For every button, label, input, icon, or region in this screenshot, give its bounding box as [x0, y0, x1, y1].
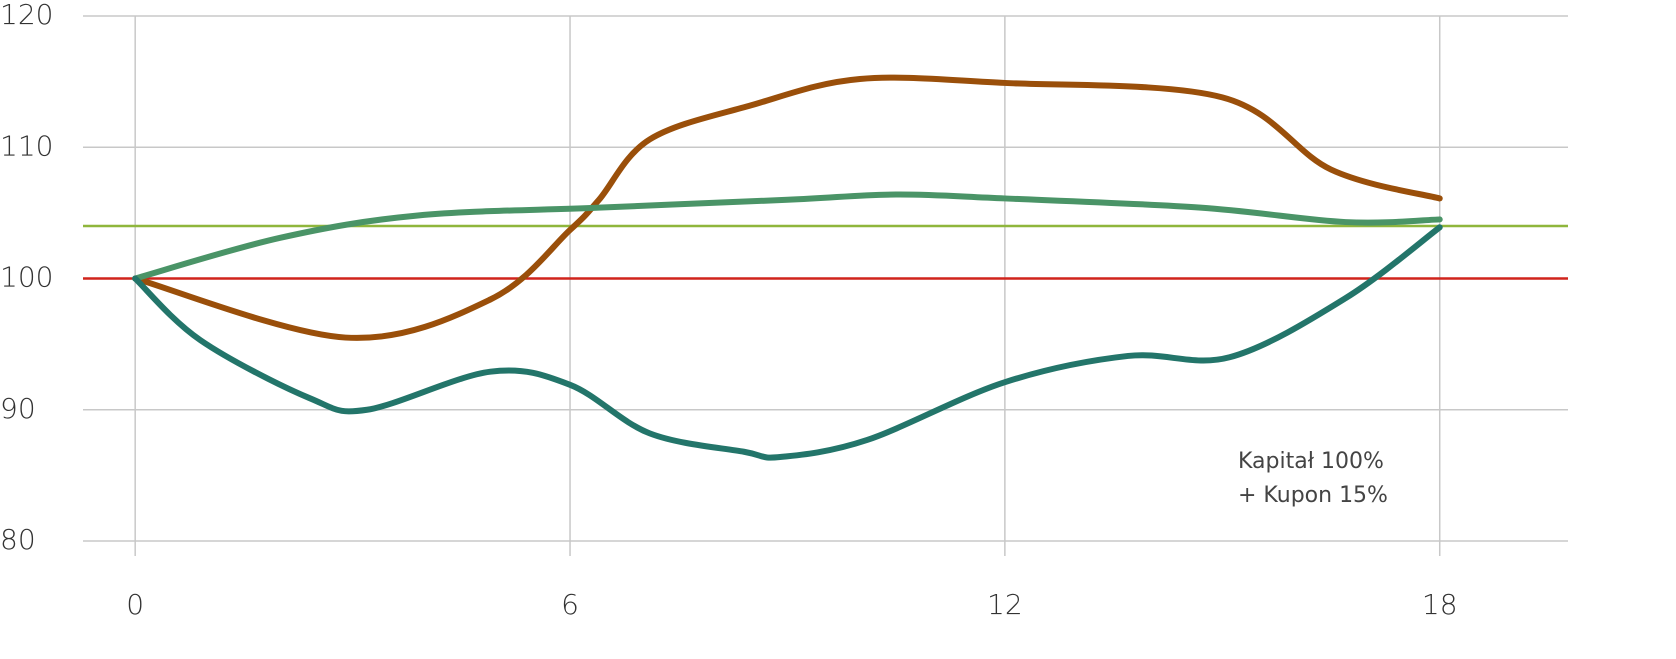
y-tick-label: 100 [0, 261, 53, 294]
line-series [132, 191, 1443, 282]
y-tick-label: 120 [0, 0, 53, 31]
x-tick-label: 18 [1422, 588, 1458, 621]
x-tick-label: 12 [987, 588, 1023, 621]
y-tick-label: 110 [0, 129, 53, 162]
annotation: + Kupon 15% [1238, 483, 1388, 508]
x-tick-label: 6 [561, 588, 579, 621]
y-tick-label: 90 [0, 392, 36, 425]
x-tick-label: 0 [126, 588, 144, 621]
y-tick-label: 80 [0, 523, 36, 556]
annotation: Kapitał 100% [1238, 449, 1384, 474]
line-series [132, 224, 1443, 461]
line-series [132, 74, 1443, 341]
